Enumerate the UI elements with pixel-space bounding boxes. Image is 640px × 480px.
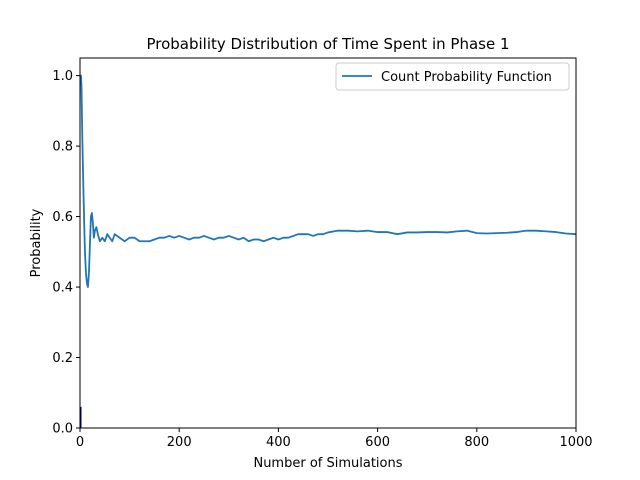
x-axis-label: Number of Simulations <box>253 456 402 471</box>
plot-area <box>79 57 577 429</box>
x-tick-label: 600 <box>365 435 390 450</box>
series-line <box>80 74 577 288</box>
plot-frame <box>79 57 577 429</box>
y-tick-label: 1.0 <box>52 69 73 84</box>
y-tick-label: 0.0 <box>52 422 73 437</box>
chart-title: Probability Distribution of Time Spent i… <box>146 35 509 53</box>
legend-label: Count Probability Function <box>381 70 552 85</box>
legend-box <box>335 62 570 91</box>
x-axis: 0 200 400 600 800 1000 <box>76 428 593 450</box>
legend: Count Probability Function <box>335 62 570 91</box>
y-tick-label: 0.4 <box>52 281 73 296</box>
x-tick-label: 800 <box>464 435 489 450</box>
y-axis-label: Probability <box>29 208 44 277</box>
series-layer <box>80 74 577 288</box>
x-tick-label: 1000 <box>559 435 592 450</box>
y-tick-label: 0.6 <box>52 210 73 225</box>
plot-background <box>80 58 576 428</box>
x-tick-label: 400 <box>266 435 291 450</box>
y-axis: 0.0 0.2 0.4 0.6 0.8 1.0 <box>52 69 80 437</box>
y-tick-label: 0.8 <box>52 140 73 155</box>
x-tick-label: 200 <box>167 435 192 450</box>
x-tick-label: 0 <box>76 435 84 450</box>
y-tick-label: 0.2 <box>52 351 73 366</box>
